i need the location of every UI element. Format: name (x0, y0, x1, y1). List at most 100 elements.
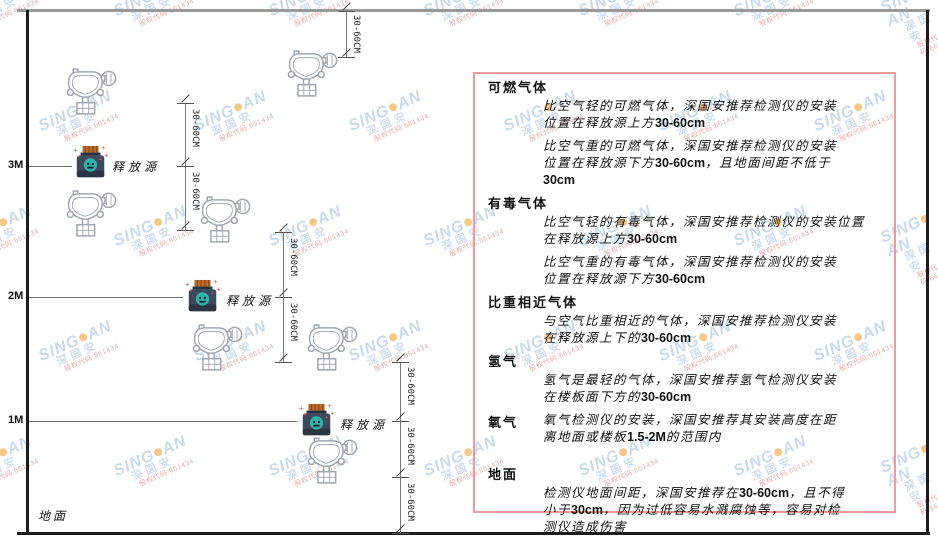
watermark-company: 深国安 (0, 224, 21, 254)
section-paragraph: 氧气检测仪的安装，深国安推荐其安装高度在距 离地面或楼板1.5-2M的范围内 (543, 413, 838, 444)
svg-text:+: + (73, 146, 78, 155)
left-wall-line (26, 10, 29, 534)
release-source-label: 释放源 (340, 418, 389, 432)
ceiling-line (17, 9, 930, 12)
dimension-line-1m (392, 353, 409, 534)
height-line-3m (29, 166, 72, 167)
section-heading: 有毒气体 (488, 196, 549, 211)
svg-text:+: + (327, 403, 332, 410)
dimension-label: 30-60CM (288, 303, 298, 341)
watermark-code: 股权代码:661434 (63, 342, 121, 374)
right-wall-line (926, 10, 929, 534)
release-source-icon: + + + (183, 277, 223, 320)
watermark-company: 深国安 (902, 470, 936, 505)
watermark-brand: SINGAN (346, 87, 425, 135)
info-panel: 可燃气体 比空气轻的可燃气体，深国安推荐检测仪的安装 位置在释放源上方30-60cm… (473, 72, 896, 534)
panel-section: 可燃气体 比空气轻的可燃气体，深国安推荐检测仪的安装 位置在释放源上方30-60cm… (488, 79, 880, 189)
height-label-1m: 1M (8, 414, 24, 426)
panel-section: 有毒气体比空气轻的有毒气体，深国安推荐检测仪的安装位置 在释放源上方30-60cm… (488, 195, 880, 288)
watermark-dot-icon (233, 102, 244, 113)
watermark-code: 股权代码:661434 (0, 0, 41, 29)
watermark-code: 股权代码:661434 (138, 227, 196, 259)
watermark-company: 深国安 (129, 224, 176, 254)
watermark-code: 股权代码:661434 (138, 0, 196, 29)
dimension-label: 30-60CM (351, 15, 361, 53)
dimension-label: 30-60CM (190, 172, 200, 210)
watermark-code: 股权代码:661434 (758, 0, 816, 29)
svg-text:+: + (299, 404, 304, 413)
section-paragraph: 比空气轻的可燃气体，深国安推荐检测仪的安装 位置在释放源上方30-60cm (543, 99, 838, 130)
section-paragraph: 比空气轻的有毒气体，深国安推荐检测仪的安装位置 在释放源上方30-60cm (543, 215, 866, 246)
dimension-line-2m (275, 223, 292, 363)
section-paragraph: 比空气重的可燃气体，深国安推荐检测仪的安装 位置在释放源下方30-60cm，且地面… (543, 139, 838, 187)
dimension-label: 30-60CM (405, 427, 415, 465)
section-paragraph: 比空气重的有毒气体，深国安推荐检测仪的安装 位置在释放源下方30-60cm (543, 255, 838, 286)
gas-detector-icon (303, 324, 359, 376)
watermark-code: 股权代码:661434 (0, 457, 41, 489)
watermark-dot-icon (78, 332, 89, 343)
dimension-line-ceiling (338, 2, 355, 58)
watermark-brand: SINGAN (111, 432, 190, 480)
watermark-company: 深国安 (54, 339, 101, 369)
watermark-code: 股权代码:661434 (373, 342, 431, 374)
ground-line (17, 532, 930, 535)
section-paragraph: 氢气是最轻的气体，深国安推荐氢气检测仪安装 在楼板面下方的30-60cm (543, 373, 838, 404)
height-label-3m: 3M (8, 159, 24, 171)
panel-section: 氧气 氧气检测仪的安装，深国安推荐其安装高度在距 离地面或楼板1.5-2M的范围内 (488, 412, 880, 446)
svg-text:+: + (104, 150, 109, 159)
release-source-label: 释放源 (226, 294, 275, 308)
gas-detector-icon (196, 196, 252, 248)
svg-text:+: + (330, 408, 335, 417)
panel-section: 氢气氢气是最轻的气体，深国安推荐氢气检测仪安装 在楼板面下方的30-60cm (488, 353, 880, 406)
watermark-company: 深国安 (364, 109, 411, 139)
panel-section: 地面检测仪地面间距，深国安推荐在30-60cm，且不得 小于30cm，因为过低容易… (488, 466, 880, 536)
gas-detector-icon (283, 50, 339, 102)
watermark-dot-icon (0, 217, 9, 228)
watermark-code: 股权代码:661434 (218, 112, 276, 144)
section-body: 比空气轻的有毒气体，深国安推荐检测仪的安装位置 在释放源上方30-60cm 比空气重… (543, 214, 880, 288)
watermark-brand: SINGAN (266, 202, 345, 250)
svg-text:+: + (101, 145, 106, 152)
section-heading: 氢气 (488, 354, 519, 369)
svg-text:+: + (213, 279, 218, 286)
release-source-icon: + + + (71, 143, 111, 186)
height-label-2m: 2M (8, 290, 24, 302)
release-source-icon: + + + (297, 401, 337, 444)
watermark-code: 股权代码:661434 (603, 0, 661, 29)
watermark-code: 股权代码:661434 (373, 112, 431, 144)
height-line-2m (29, 297, 183, 298)
watermark-dot-icon (0, 447, 9, 458)
dimension-label: 30-60CM (405, 483, 415, 521)
watermark-company: 深国安 (902, 240, 936, 275)
watermark-dot-icon (153, 447, 164, 458)
dimension-line-3m (177, 94, 194, 231)
watermark-company: 深国安 (209, 109, 256, 139)
section-paragraph: 与空气比重相近的气体，深国安推荐检测仪安装 在释放源上下的30-60cm (543, 314, 838, 345)
svg-text:+: + (185, 280, 190, 289)
section-heading: 地面 (488, 467, 519, 482)
section-paragraph: 检测仪地面间距，深国安推荐在30-60cm，且不得 小于30cm，因为过低容易水溅… (543, 486, 846, 534)
gas-detector-icon (62, 190, 118, 242)
section-body: 氧气检测仪的安装，深国安推荐其安装高度在距 离地面或楼板1.5-2M的范围内 (543, 412, 880, 446)
release-source-label: 释放源 (112, 160, 161, 174)
dimension-label: 30-60CM (190, 109, 200, 147)
svg-text:+: + (216, 284, 221, 293)
ground-label: 地面 (38, 509, 69, 523)
section-heading: 氧气 (488, 415, 519, 430)
dimension-label: 30-60CM (288, 238, 298, 276)
watermark-brand: SINGAN (191, 87, 270, 135)
height-line-1m (29, 421, 297, 422)
